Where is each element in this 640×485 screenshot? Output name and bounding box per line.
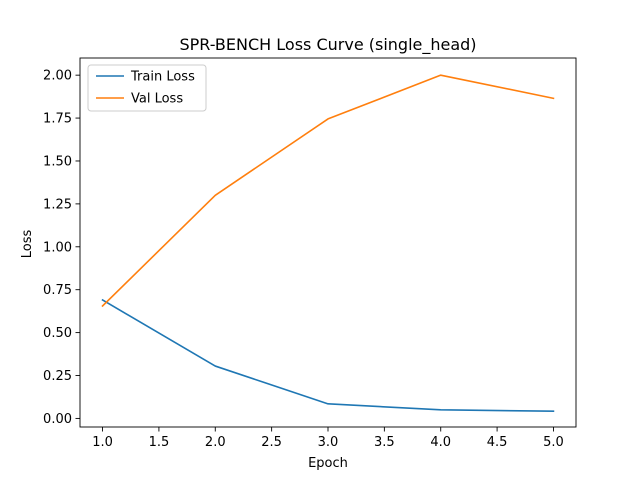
legend-label: Val Loss xyxy=(131,92,183,107)
x-tick-label: 1.0 xyxy=(92,435,113,450)
x-axis-label: Epoch xyxy=(308,456,348,471)
y-tick-label: 1.00 xyxy=(43,240,72,255)
x-tick-label: 3.0 xyxy=(318,435,339,450)
y-tick-label: 0.25 xyxy=(43,369,72,384)
series-line-train-loss xyxy=(101,298,555,413)
y-tick-label: 2.00 xyxy=(43,69,72,84)
axes-frame xyxy=(79,57,577,428)
x-tick-label: 2.0 xyxy=(205,435,226,450)
y-tick-label: 0.50 xyxy=(43,326,72,341)
y-tick-label: 1.50 xyxy=(43,154,72,169)
x-tick-label: 4.5 xyxy=(487,435,508,450)
chart-title: SPR-BENCH Loss Curve (single_head) xyxy=(179,35,476,55)
y-tick-label: 0.75 xyxy=(43,283,72,298)
series-line-val-loss xyxy=(101,74,555,308)
y-tick-label: 0.00 xyxy=(43,412,72,427)
legend: Train Loss Val Loss xyxy=(87,64,207,112)
x-tick-label: 5.0 xyxy=(543,435,564,450)
x-tick-label: 2.5 xyxy=(261,435,282,450)
y-tick-label: 1.75 xyxy=(43,112,72,127)
plot-area: 1.0 1.5 2.0 2.5 3.0 3.5 4.0 4.5 5.0 0.00 0.25 0.50 0… xyxy=(43,57,577,450)
y-tick-label: 1.25 xyxy=(43,197,72,212)
x-tick-label: 1.5 xyxy=(149,435,170,450)
y-axis-label: Loss xyxy=(20,230,35,259)
x-tick-label: 3.5 xyxy=(374,435,395,450)
x-tick-label: 4.0 xyxy=(430,435,451,450)
legend-label: Train Loss xyxy=(130,70,195,85)
